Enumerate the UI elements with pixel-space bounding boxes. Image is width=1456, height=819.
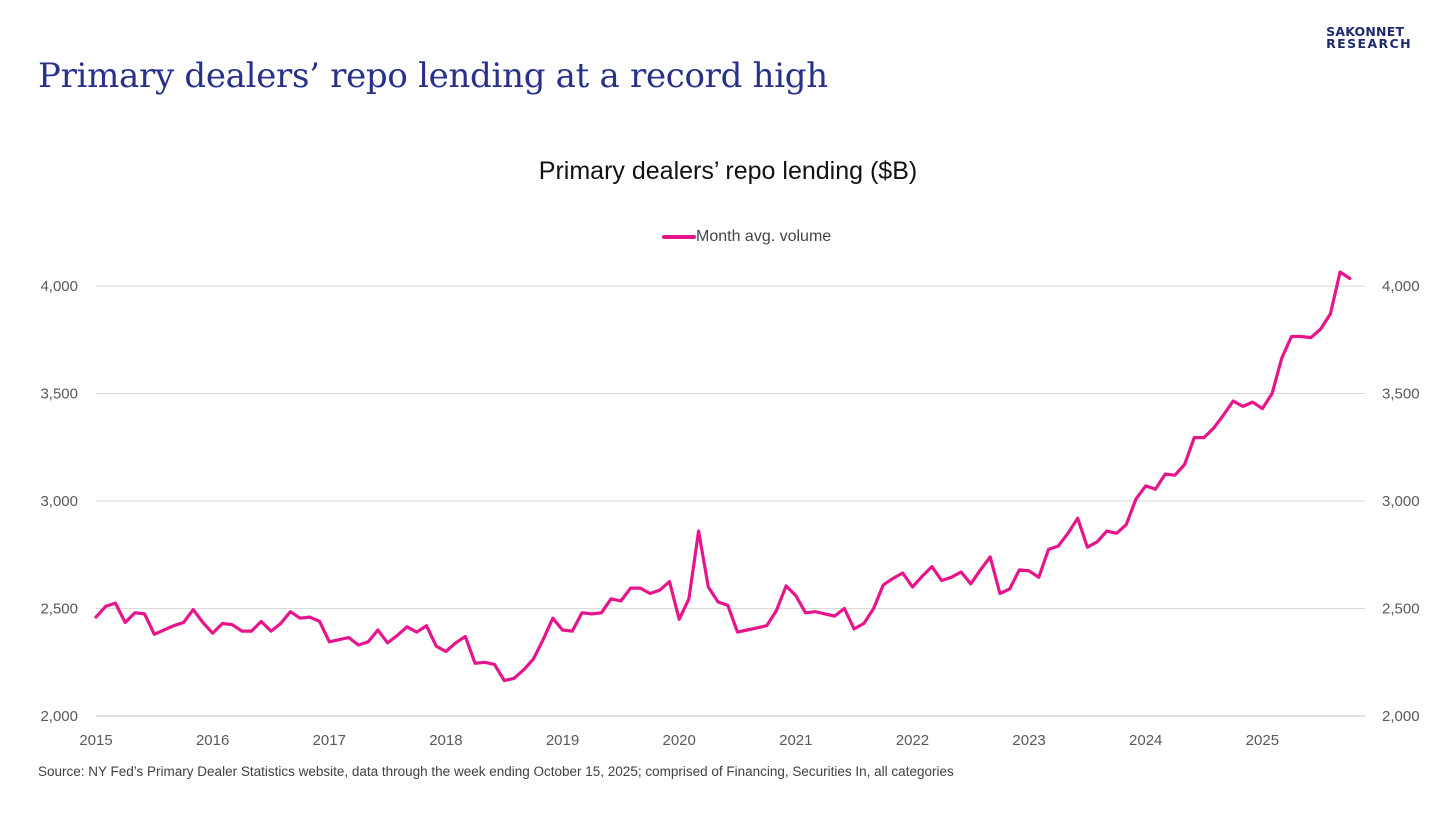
source-note: Source: NY Fed’s Primary Dealer Statisti… — [38, 764, 954, 779]
y-tick-label-left: 4,000 — [40, 278, 78, 295]
y-tick-label-right: 3,500 — [1382, 386, 1420, 403]
x-tick-label: 2019 — [546, 732, 579, 749]
chart-title: Primary dealers’ repo lending ($B) — [538, 157, 918, 185]
brand-name: SAKONNET — [1326, 24, 1405, 39]
x-tick-label: 2022 — [896, 732, 929, 749]
x-tick-label: 2025 — [1246, 732, 1279, 749]
y-tick-label-left: 2,500 — [40, 601, 78, 618]
y-tick-label-left: 2,000 — [40, 708, 78, 725]
x-tick-label: 2018 — [429, 732, 462, 749]
legend-label: Month avg. volume — [696, 228, 832, 245]
x-tick-label: 2015 — [79, 732, 112, 749]
x-tick-label: 2016 — [196, 732, 229, 749]
y-tick-label-right: 2,500 — [1382, 601, 1420, 618]
page-headline: Primary dealers’ repo lending at a recor… — [38, 56, 828, 96]
chart-legend: Month avg. volume — [662, 228, 831, 246]
x-tick-label: 2017 — [313, 732, 346, 749]
y-tick-label-left: 3,500 — [40, 386, 78, 403]
legend-swatch — [662, 235, 696, 239]
x-tick-label: 2020 — [662, 732, 695, 749]
x-tick-label: 2024 — [1129, 732, 1162, 749]
brand-subtitle: RESEARCH — [1326, 36, 1412, 51]
brand-logo: SAKONNET RESEARCH — [1326, 24, 1412, 51]
y-tick-label-right: 2,000 — [1382, 708, 1420, 725]
y-tick-label-right: 3,000 — [1382, 493, 1420, 510]
y-tick-label-left: 3,000 — [40, 493, 78, 510]
x-tick-label: 2021 — [779, 732, 812, 749]
y-tick-label-right: 4,000 — [1382, 278, 1420, 295]
x-tick-label: 2023 — [1012, 732, 1045, 749]
series-line-month-avg-volume — [94, 270, 1352, 683]
